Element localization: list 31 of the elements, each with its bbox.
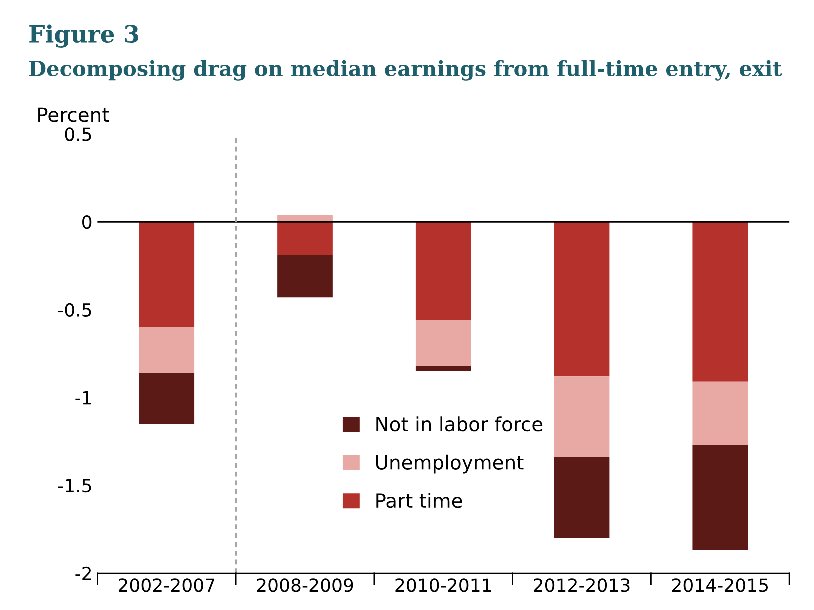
chart-subtitle: Decomposing drag on median earnings from full-time entry, exit (29, 60, 782, 81)
y-tick-label: -1 (76, 391, 92, 405)
bar (278, 222, 333, 256)
chart-title: Figure 3 (30, 24, 138, 48)
bar (554, 457, 610, 538)
bar (554, 376, 610, 458)
legend-label: Part time (376, 493, 462, 508)
legend-label: Not in labor force (376, 416, 543, 432)
bar (416, 320, 472, 366)
bar (139, 222, 195, 328)
bar (278, 255, 333, 298)
bar (416, 366, 472, 372)
bar (416, 222, 472, 320)
y-tick-label: -2 (76, 566, 92, 580)
y-tick-label: -1.5 (58, 479, 92, 493)
y-tick-label: 0.5 (65, 128, 92, 142)
bar (139, 327, 195, 374)
x-tick-label: 2012-2013 (534, 578, 630, 592)
bar (692, 445, 748, 551)
x-tick-label: 2002-2007 (118, 578, 215, 592)
y-tick-label: 0 (82, 216, 92, 230)
bar (692, 382, 748, 446)
bar (692, 222, 748, 382)
bar (554, 222, 610, 377)
bar (139, 373, 195, 424)
y-tick-label: -0.5 (58, 303, 92, 317)
legend-label: Unemployment (376, 454, 524, 474)
x-tick-label: 2010-2011 (396, 578, 492, 592)
x-tick-label: 2008-2009 (257, 578, 354, 592)
y-axis-title: Percent (38, 108, 110, 122)
x-tick-label: 2014-2015 (672, 578, 768, 592)
